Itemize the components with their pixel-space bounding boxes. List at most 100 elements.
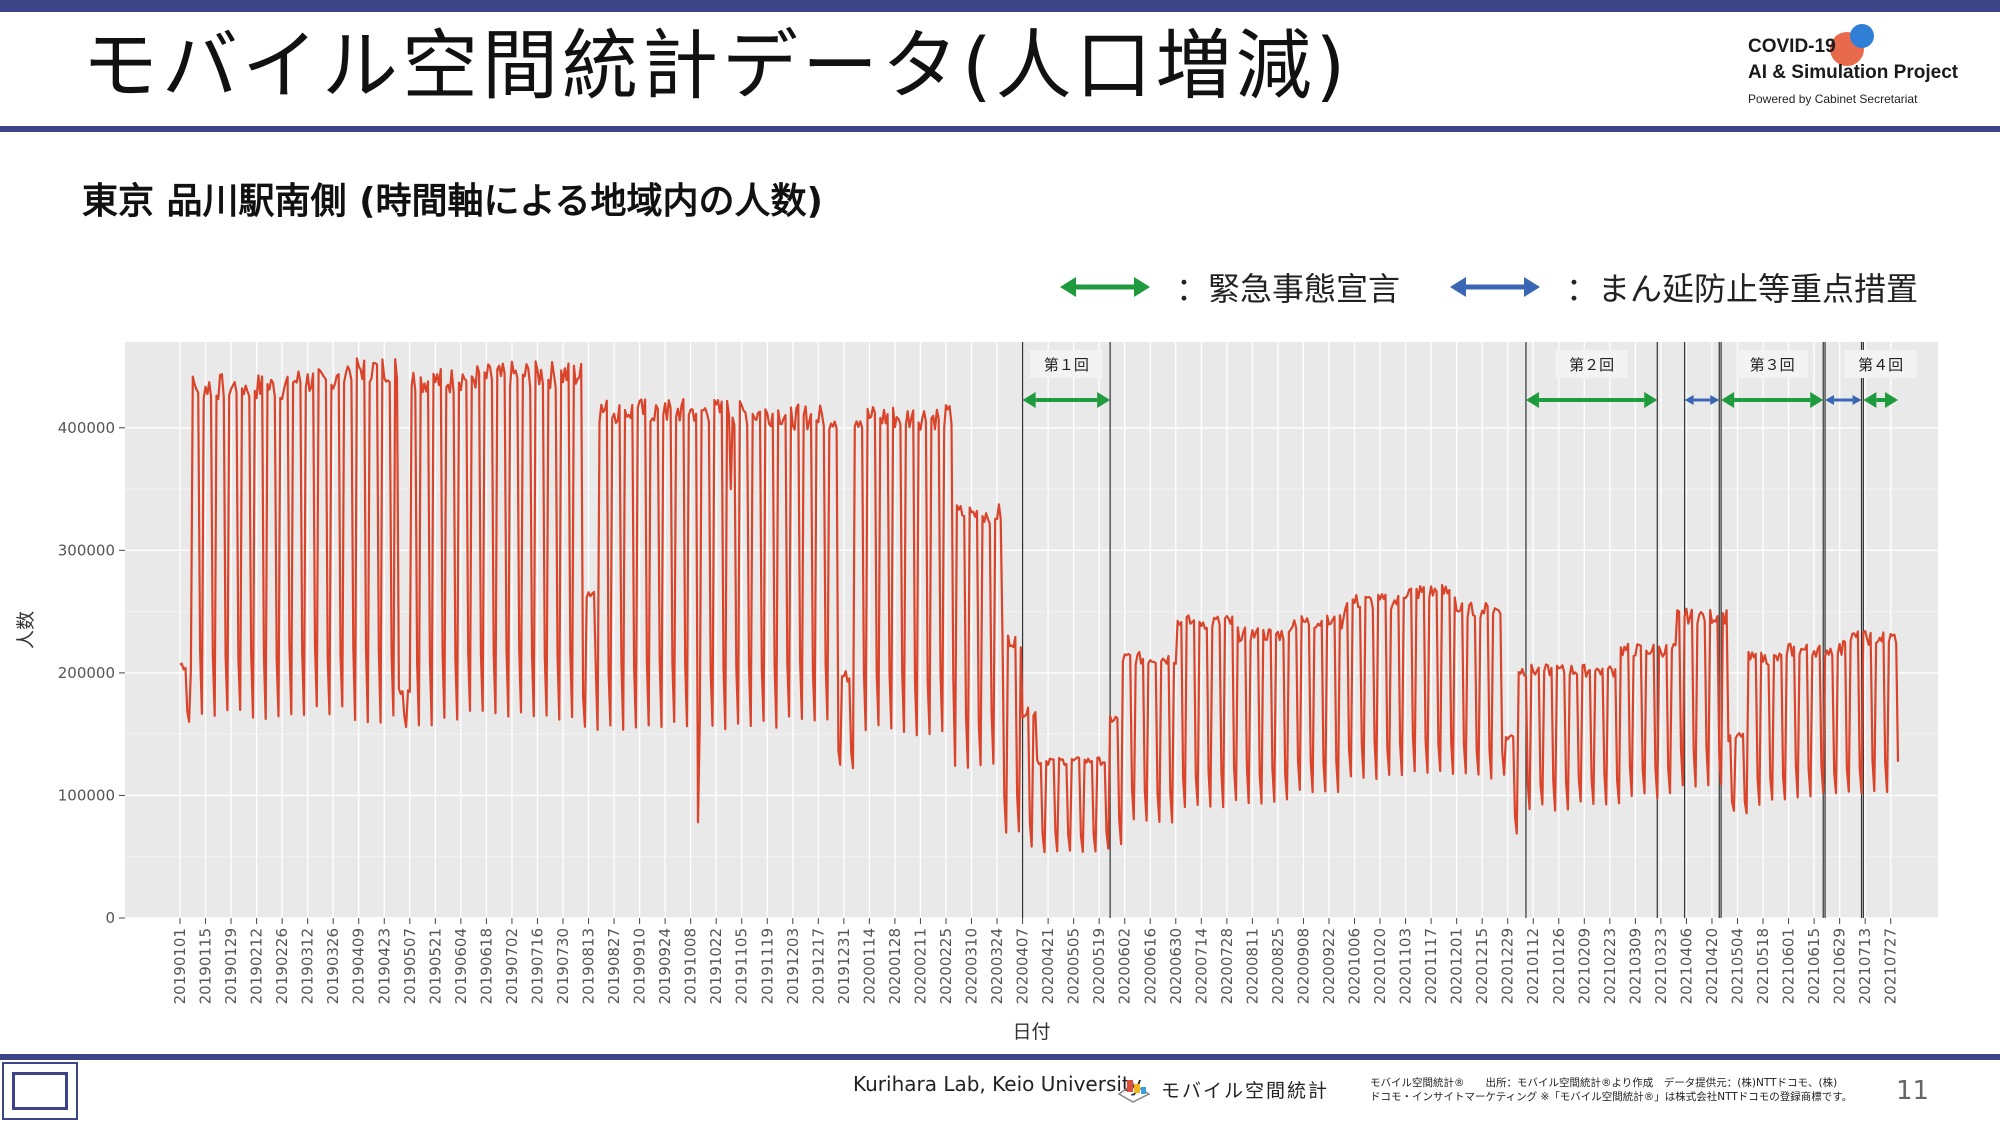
x-tick-label: 20190226: [273, 928, 291, 1004]
x-tick-label: 20190827: [605, 928, 623, 1004]
double-arrow-blue-icon: [1450, 277, 1540, 297]
logo-line-2: AI & Simulation Project: [1748, 62, 1959, 83]
period-label-box: [1030, 350, 1103, 378]
x-tick-label: 20200630: [1167, 928, 1185, 1004]
x-tick-label: 20191008: [682, 928, 700, 1004]
period-arrow-head-left: [1721, 392, 1735, 408]
x-tick-label: 20210601: [1780, 928, 1798, 1004]
x-tick-label: 20210209: [1575, 928, 1593, 1004]
period-arrow-head-right: [1710, 395, 1720, 405]
period-arrow-head-right: [1097, 392, 1111, 408]
x-tick-label: 20190115: [197, 928, 215, 1004]
period-arrow-head-left: [1863, 392, 1877, 408]
x-tick-label: 20190716: [528, 928, 546, 1004]
x-tick-label: 20210518: [1754, 928, 1772, 1004]
x-tick-label: 20210323: [1652, 928, 1670, 1004]
x-tick-label: 20200825: [1269, 928, 1287, 1004]
x-tick-label: 20200225: [937, 928, 955, 1004]
x-tick-label: 20190910: [631, 928, 649, 1004]
period-arrow-head-left: [1684, 395, 1694, 405]
y-tick-label: 400000: [58, 419, 115, 437]
x-tick-label: 20190409: [350, 928, 368, 1004]
x-tick-label: 20201006: [1346, 928, 1364, 1004]
x-tick-label: 20210629: [1831, 928, 1849, 1004]
x-tick-label: 20190924: [656, 928, 674, 1004]
x-tick-label: 20190101: [171, 928, 189, 1004]
x-tick-label: 20191022: [707, 928, 725, 1004]
period-boundary-lines: [1021, 342, 1864, 918]
series-layer: [179, 357, 1900, 854]
footer-brand-name: モバイル空間統計: [1161, 1079, 1330, 1102]
title-divider: [0, 126, 2000, 132]
x-tick-label: 20210309: [1626, 928, 1644, 1004]
x-tick-label: 20210504: [1729, 928, 1747, 1004]
annotation-layer: 第１回 第２回 第３回 第４回: [1022, 350, 1917, 408]
x-tick-label: 20200616: [1141, 928, 1159, 1004]
x-tick-label: 20200421: [1039, 928, 1057, 1004]
mobile-spatial-stats-logo-icon: [1117, 1080, 1151, 1103]
x-tick-label: 20200310: [963, 928, 981, 1004]
y-tick-label: 300000: [58, 541, 115, 559]
x-tick-label: 20190813: [580, 928, 598, 1004]
x-tick-label: 20190507: [401, 928, 419, 1004]
x-tick-label: 20200407: [1014, 928, 1032, 1004]
x-tick-label: 20201117: [1422, 928, 1440, 1004]
footer-source-note: モバイル空間統計® 出所：モバイル空間統計®より作成 データ提供元：(株)NTT…: [1370, 1076, 1890, 1104]
period-arrow-head-right: [1852, 395, 1862, 405]
x-tick-label: 20200922: [1320, 928, 1338, 1004]
x-tick-label: 20210406: [1677, 928, 1695, 1004]
x-tick-label: 20200114: [860, 928, 878, 1004]
population-line-chart: 第１回 第２回 第３回 第４回 0 100000 200000 300000 400000 2…: [15, 342, 1938, 1043]
period-label-box: [1736, 350, 1809, 378]
logo-line-3: Powered by Cabinet Secretariat: [1748, 92, 1918, 106]
x-tick-label: 20190326: [324, 928, 342, 1004]
x-axis-ticks: 20190101 20190115 20190129 20190212 20190226…: [171, 918, 1900, 1004]
period-label: 第３回: [1750, 356, 1795, 374]
legend-emergency: ：緊急事態宣言: [1060, 262, 1400, 312]
x-tick-label: 20200714: [1192, 928, 1210, 1004]
chart-area: 第１回 第２回 第３回 第４回 0 100000 200000 300000 400000 2…: [0, 330, 2000, 1050]
period-arrow-head-right: [1810, 392, 1824, 408]
y-tick-label: 200000: [58, 664, 115, 682]
legend-emergency-label: ：緊急事態宣言: [1176, 270, 1401, 308]
y-axis-ticks: 0 100000 200000 300000 400000: [58, 419, 125, 927]
period-arrow-head-left: [1825, 395, 1835, 405]
x-tick-label: 20201020: [1371, 928, 1389, 1004]
x-axis-label: 日付: [1012, 1021, 1050, 1043]
x-tick-label: 20210727: [1882, 928, 1900, 1004]
x-tick-label: 20200519: [1090, 928, 1108, 1004]
period-arrow-head-left: [1525, 392, 1539, 408]
period-label: 第２回: [1569, 356, 1614, 374]
x-tick-label: 20210126: [1550, 928, 1568, 1004]
x-tick-label: 20191119: [758, 928, 776, 1004]
x-tick-label: 20200505: [1065, 928, 1083, 1004]
period-arrow-head-right: [1644, 392, 1658, 408]
x-tick-label: 20190212: [248, 928, 266, 1004]
double-arrow-green-icon: [1060, 277, 1150, 297]
period-label-box: [1844, 350, 1917, 378]
x-tick-label: 20190312: [299, 928, 317, 1004]
y-tick-label: 0: [105, 909, 115, 927]
population-series-line: [179, 357, 1900, 854]
period-label: 第１回: [1044, 356, 1089, 374]
legend-priority-label: ：まん延防止等重点措置: [1566, 270, 1919, 308]
x-tick-label: 20200728: [1218, 928, 1236, 1004]
x-tick-label: 20190604: [452, 928, 470, 1004]
covid-project-logo: COVID-19 AI & Simulation Project Powered…: [1748, 22, 1988, 117]
period-label: 第４回: [1858, 356, 1903, 374]
slide-title: モバイル空間統計データ(人口増減): [82, 21, 1350, 110]
y-axis-label: 人数: [15, 611, 37, 649]
x-tick-label: 20190129: [222, 928, 240, 1004]
x-tick-label: 20201201: [1448, 928, 1466, 1004]
top-accent-bar: [0, 0, 2000, 12]
x-tick-label: 20210420: [1703, 928, 1721, 1004]
keio-university-logo: [2, 1062, 78, 1120]
x-tick-label: 20200211: [911, 928, 929, 1004]
grid-layer: [125, 342, 1938, 919]
x-tick-label: 20200128: [886, 928, 904, 1004]
period-arrow-head-right: [1885, 392, 1898, 408]
x-tick-label: 20201215: [1473, 928, 1491, 1004]
x-tick-label: 20191203: [784, 928, 802, 1004]
x-tick-label: 20210713: [1856, 928, 1874, 1004]
x-tick-label: 20191105: [733, 928, 751, 1004]
